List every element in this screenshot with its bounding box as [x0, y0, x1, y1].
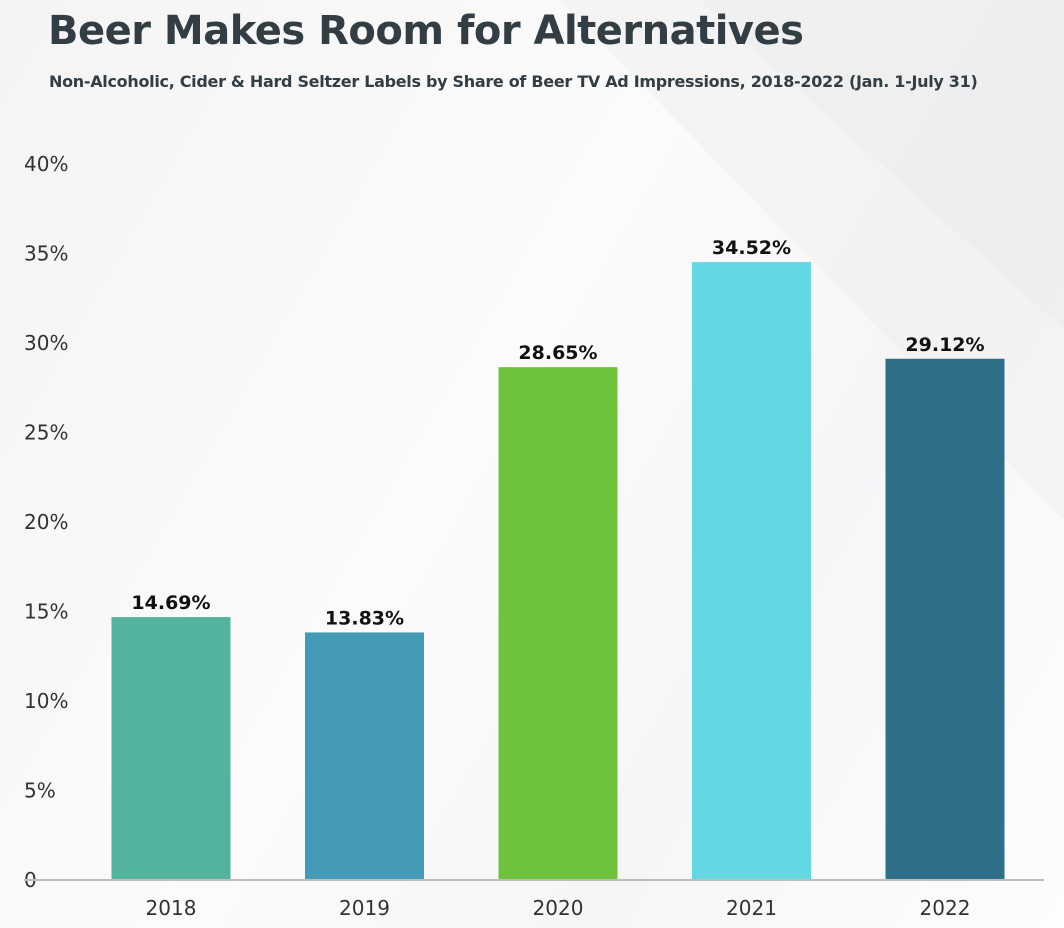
data-label-2022: 29.12%: [905, 334, 984, 356]
bar-2019[interactable]: [305, 632, 424, 880]
y-tick-label: 5%: [24, 779, 56, 803]
y-tick-label: 40%: [24, 152, 68, 176]
data-label-2020: 28.65%: [518, 342, 597, 364]
x-tick-label-2018: 2018: [146, 896, 197, 920]
y-tick-label: 20%: [24, 510, 68, 534]
x-tick-label-2022: 2022: [920, 896, 971, 920]
y-tick-label: 35%: [24, 242, 68, 266]
y-tick-label: 25%: [24, 421, 68, 445]
y-tick-label: 15%: [24, 600, 68, 624]
data-label-2021: 34.52%: [712, 237, 791, 259]
bar-2022[interactable]: [885, 358, 1005, 880]
chart-title: Beer Makes Room for Alternatives: [48, 8, 804, 54]
bar-2018[interactable]: [111, 617, 231, 880]
bar-2021[interactable]: [692, 262, 811, 880]
bar-2020[interactable]: [498, 367, 618, 880]
y-tick-label: 10%: [24, 689, 68, 713]
x-tick-label-2021: 2021: [726, 896, 777, 920]
x-tick-label-2020: 2020: [533, 896, 584, 920]
x-tick-label-2019: 2019: [339, 896, 390, 920]
data-label-2019: 13.83%: [325, 607, 404, 629]
chart-subtitle: Non-Alcoholic, Cider & Hard Seltzer Labe…: [49, 72, 978, 91]
y-tick-label: 30%: [24, 331, 68, 355]
data-label-2018: 14.69%: [131, 592, 210, 614]
